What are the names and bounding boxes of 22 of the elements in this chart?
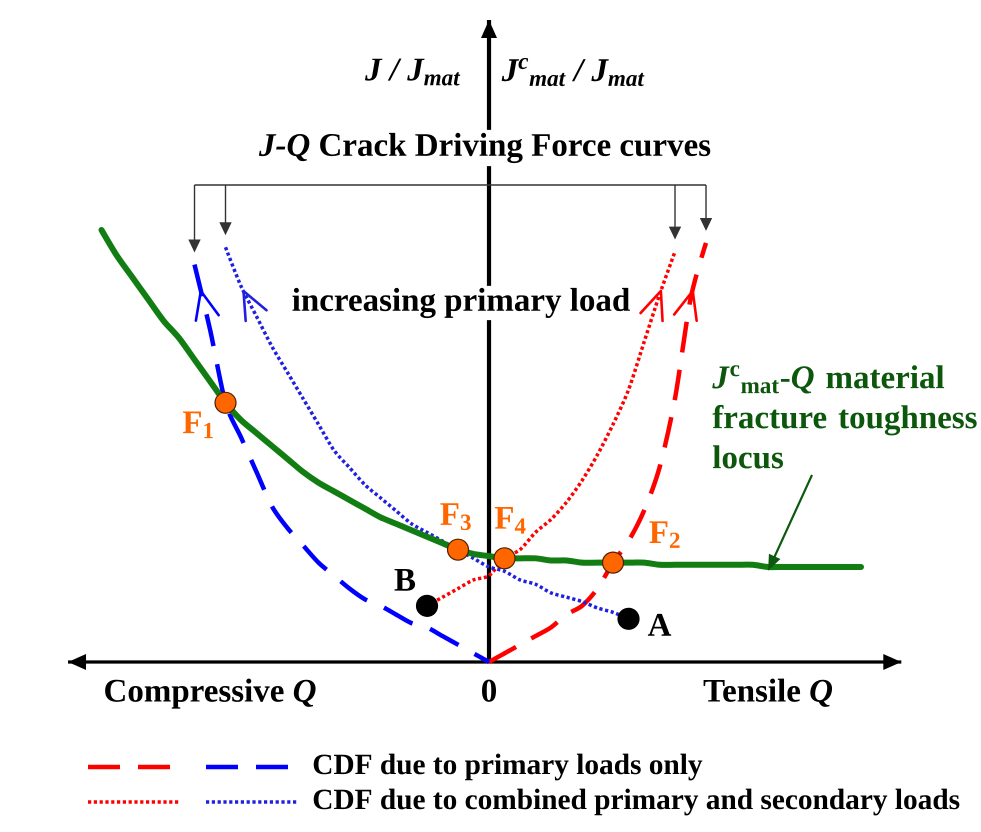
point [493, 547, 516, 570]
y2-axis-title: J$^{c}$$_{mat}$ / J$_{mat}$ [502, 58, 644, 86]
point [602, 552, 624, 574]
chart-title: J-Q Crack Driving Force curves [258, 132, 710, 164]
annotation: increasing primary load [292, 288, 630, 318]
point [446, 538, 470, 561]
annotation: J$^{c}$$_{mat}$-Q material fracture toughness locus [712, 365, 977, 469]
annotation: F$_{4}$ [494, 507, 526, 534]
x-tick-label: Compressive Q [105, 678, 316, 709]
x-tick-label: 0 [482, 680, 496, 702]
point [416, 594, 438, 617]
annotation: A [648, 614, 672, 636]
x-tick-label: Tensile Q [704, 678, 832, 707]
legend-label: CDF due to primary loads only [314, 754, 702, 780]
legend-label: CDF due to combined primary and secondary loads [314, 788, 960, 816]
point [214, 392, 237, 414]
annotation: F$_{3}$ [440, 503, 471, 530]
point [617, 608, 640, 630]
y-axis-title: J / J$_{mat}$ [364, 58, 460, 86]
annotation: F$_{2}$ [649, 521, 680, 548]
annotation: B [394, 568, 416, 591]
annotation: F$_{1}$ [182, 412, 213, 438]
